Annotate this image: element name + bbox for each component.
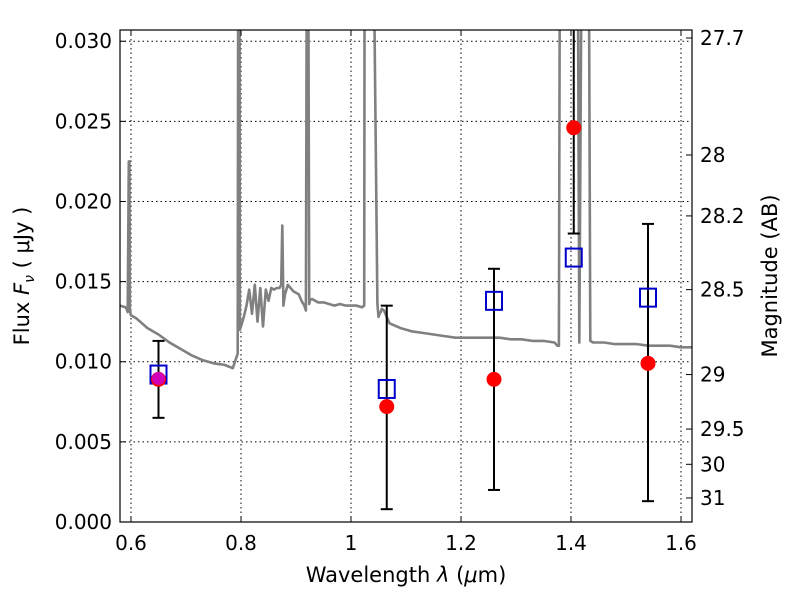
y-axis: 0.000 0.005 0.010 0.015 0.020 0.025 0.030 [55, 29, 126, 534]
x-tick-label: 1.6 [665, 531, 697, 555]
model-photometry-point [485, 290, 503, 311]
x-axis-title: Wavelength λ (μm) [306, 563, 507, 587]
y2-tick-label: 29.5 [700, 417, 745, 441]
y2-axis: 27.7 28 28.2 28.5 29 29.5 30 31 [686, 26, 745, 510]
y2-tick-label: 27.7 [700, 26, 745, 50]
plot-frame [119, 29, 693, 523]
model-spectrum-line [120, 30, 692, 370]
x-tick-label: 0.8 [225, 531, 257, 555]
y2-axis-title: Magnitude (AB) [758, 194, 782, 357]
y2-tick-label: 31 [700, 486, 725, 510]
y-tick-label: 0.020 [55, 189, 112, 213]
observed-point [379, 399, 395, 415]
y2-tick-label: 29 [700, 363, 725, 387]
x-tick-label: 1.4 [555, 531, 587, 555]
y2-tick-label: 28.2 [700, 204, 745, 228]
model-photometry-point [377, 378, 396, 399]
y-tick-label: 0.000 [55, 510, 112, 534]
y-tick-label: 0.025 [55, 109, 112, 133]
y-tick-label: 0.005 [55, 430, 112, 454]
x-tick-label: 1.2 [445, 531, 477, 555]
y-tick-label: 0.030 [55, 29, 112, 53]
overlap-point [152, 371, 165, 385]
observed-point [566, 120, 582, 136]
model-photometry-point [564, 247, 583, 268]
model-photometry-point [639, 287, 657, 308]
y-tick-label: 0.010 [55, 350, 112, 374]
observed-point [640, 355, 656, 371]
x-axis: 0.6 0.8 1 1.2 1.4 1.6 [115, 30, 697, 555]
y2-tick-label: 30 [700, 452, 725, 476]
x-tick-label: 1 [345, 531, 358, 555]
x-tick-label: 0.6 [115, 531, 147, 555]
y2-tick-label: 28.5 [700, 278, 745, 302]
y-axis-title: Flux Fν ( μJy ) [10, 207, 38, 346]
grid-lines [120, 30, 692, 523]
y-tick-label: 0.015 [55, 270, 112, 294]
y2-tick-label: 28 [700, 143, 725, 167]
observed-point [486, 371, 502, 387]
plot-area [120, 30, 692, 511]
